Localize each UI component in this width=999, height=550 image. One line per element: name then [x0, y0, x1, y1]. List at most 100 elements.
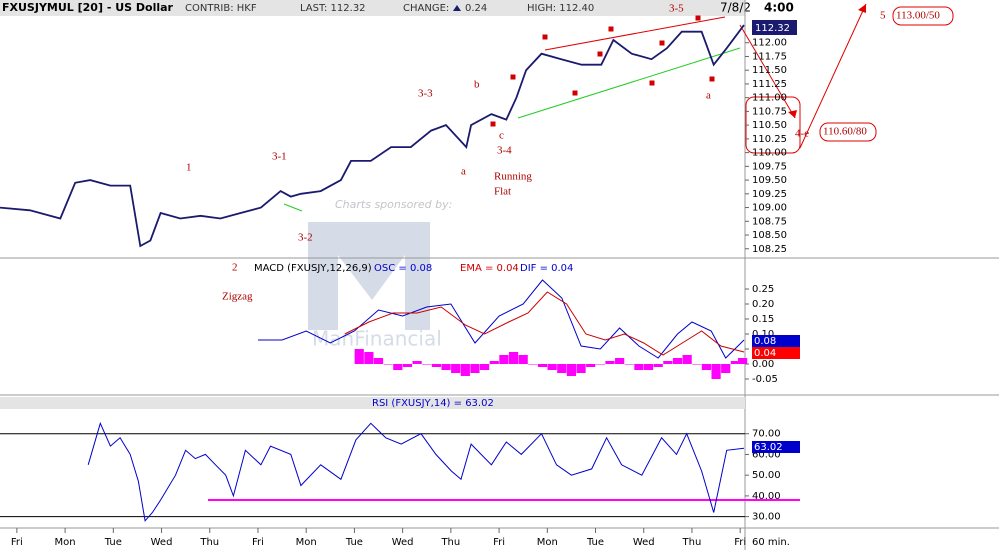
histogram-bar	[595, 364, 605, 365]
y-tick-label: 109.75	[752, 161, 787, 172]
x-tick-label: Mon	[296, 537, 317, 548]
y-tick-label: 110.75	[752, 106, 787, 117]
last-badge: 112.32	[755, 23, 790, 34]
y-tick-label: 108.50	[752, 230, 787, 241]
wave-marker	[542, 34, 548, 40]
histogram-bar	[615, 358, 625, 364]
rsi-title: RSI (FXUSJY,14) = 63.02	[372, 398, 494, 409]
change-label: CHANGE:	[403, 3, 449, 14]
annotation: 110.60/80	[823, 126, 867, 138]
wave-marker	[709, 76, 715, 82]
annotation: c	[499, 130, 504, 142]
value-badge: 0.08	[754, 336, 776, 347]
series-line	[258, 279, 745, 359]
x-tick-label: Fri	[493, 537, 505, 548]
annotation: 2	[232, 262, 238, 274]
histogram-bar	[489, 361, 499, 364]
y-tick-label: 0.15	[752, 314, 774, 325]
change: 0.24	[465, 3, 487, 14]
y-tick-label: 111.25	[752, 79, 787, 90]
histogram-bar	[737, 358, 748, 364]
x-tick-label: Fri	[252, 537, 264, 548]
macd-title: MACD (FXUSJY,12,26,9)	[254, 263, 372, 274]
watermark: Charts sponsored by: ManFinancial	[308, 198, 452, 351]
annotation: 113.00/50	[896, 10, 940, 22]
histogram-bar	[701, 364, 712, 370]
high: HIGH: 112.40	[527, 3, 594, 14]
histogram-bar	[412, 361, 422, 364]
histogram-bar	[508, 352, 519, 364]
histogram-bar	[547, 364, 557, 370]
annotation: a	[461, 166, 466, 178]
annotation: 3-3	[418, 88, 433, 100]
time: 4:00	[764, 1, 794, 15]
rsi-header-bar	[0, 397, 745, 409]
y-tick-label: 0.20	[752, 299, 774, 310]
arrow	[799, 3, 867, 149]
wave-marker	[510, 74, 516, 80]
x-tick-label: Thu	[199, 537, 219, 548]
value-badge: 63.02	[754, 442, 783, 453]
wave-marker	[608, 26, 614, 32]
histogram-bar	[518, 355, 528, 364]
wave-marker	[490, 121, 496, 127]
value-badge: 0.04	[754, 348, 776, 359]
histogram-bar	[422, 364, 432, 365]
histogram-bar	[480, 364, 490, 370]
x-tick-label: Wed	[392, 537, 414, 548]
x-tick-label: Thu	[682, 537, 702, 548]
date: 7/8/2	[720, 1, 751, 15]
y-tick-label: 112.00	[752, 38, 787, 49]
y-tick-label: 110.00	[752, 148, 787, 159]
histogram-bar	[470, 364, 480, 373]
up-arrow	[453, 5, 461, 11]
y-tick-label: 108.25	[752, 244, 787, 255]
last: LAST: 112.32	[300, 3, 366, 14]
histogram-bar	[441, 364, 451, 370]
series-line	[344, 291, 745, 356]
histogram-bar	[383, 364, 393, 365]
value-badge-bg	[752, 335, 800, 347]
histogram-bar	[576, 364, 586, 373]
header-bar	[0, 0, 745, 16]
last-badge-bg	[752, 20, 797, 35]
x-tick-label: Tue	[104, 537, 122, 548]
arrow-head	[788, 110, 797, 118]
y-tick-label: 111.75	[752, 51, 787, 62]
y-tick-label: 109.25	[752, 189, 787, 200]
histogram-bar	[402, 364, 413, 367]
sponsor-name: ManFinancial	[312, 327, 442, 351]
arrow	[739, 24, 796, 119]
y-tick-label: 30.00	[752, 512, 781, 523]
histogram-bar	[557, 364, 567, 373]
wave-marker	[649, 80, 655, 86]
histogram-bar	[624, 364, 634, 365]
annotation: 5	[880, 10, 886, 22]
sponsor-text: Charts sponsored by:	[335, 198, 452, 211]
annotation: 3-4	[497, 145, 512, 157]
x-tick-label: Wed	[633, 537, 655, 548]
y-tick-label: 108.75	[752, 216, 787, 227]
x-tick-label: Wed	[151, 537, 173, 548]
annotation: Flat	[494, 186, 511, 198]
histogram-bar	[605, 361, 615, 364]
logo	[308, 222, 430, 330]
label-box	[892, 6, 954, 26]
y-tick-label: 111.00	[752, 93, 787, 104]
channel-line	[517, 47, 741, 119]
annotation: a	[706, 90, 711, 102]
histogram-bar	[431, 364, 441, 367]
y-tick-label: 70.00	[752, 429, 781, 440]
annotation: 4-e	[795, 128, 809, 140]
histogram-bar	[634, 364, 644, 370]
y-tick-label: 110.25	[752, 134, 787, 145]
x-tick-label: Mon	[55, 537, 76, 548]
series-line	[87, 421, 745, 522]
series-line	[0, 24, 745, 248]
histogram-bar	[692, 364, 702, 365]
y-tick-label: 109.50	[752, 175, 787, 186]
x-tick-label: Tue	[345, 537, 363, 548]
histogram-bar	[373, 358, 384, 364]
histogram-bar	[354, 349, 364, 364]
arrow-head	[858, 4, 866, 13]
